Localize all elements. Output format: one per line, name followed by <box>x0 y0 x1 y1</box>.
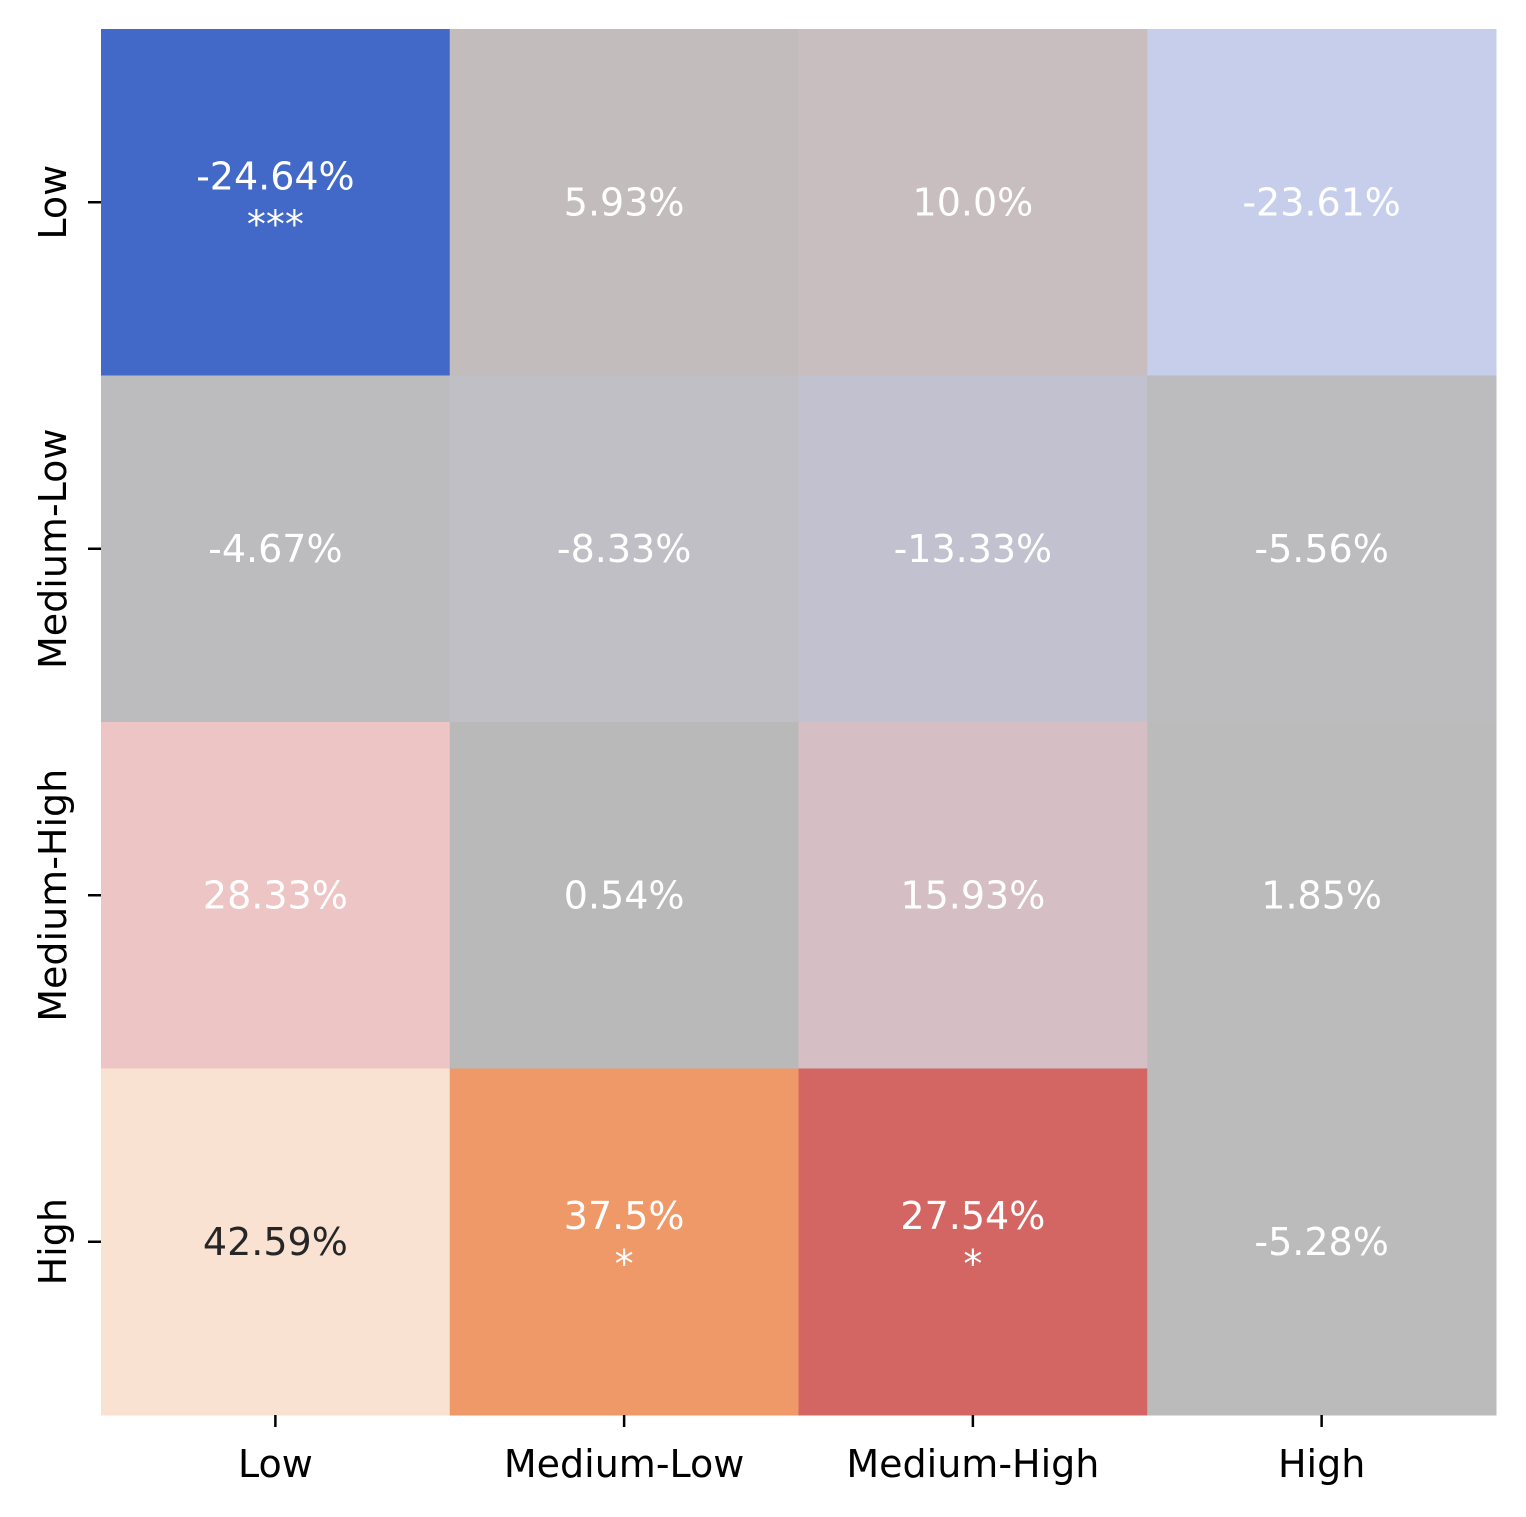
heatmap-cell <box>449 375 799 723</box>
heatmap-cell <box>101 29 451 376</box>
heatmap-cell <box>1147 722 1497 1069</box>
heatmap-cell <box>449 1068 799 1416</box>
cell-value-label: -13.33% <box>894 527 1053 571</box>
heatmap-cell <box>1147 375 1497 723</box>
heatmap-cell <box>101 722 451 1069</box>
significance-marker: * <box>963 1242 982 1286</box>
x-tick-label: High <box>1278 1442 1365 1486</box>
x-axis: Low Medium-Low Medium-High High <box>238 1415 1365 1486</box>
heatmap-cell <box>798 29 1148 376</box>
heatmap-cell <box>449 722 799 1069</box>
x-tick-label: Low <box>238 1442 313 1486</box>
cell-value-label: 42.59% <box>203 1220 348 1264</box>
cell-value-label: 27.54% <box>900 1194 1045 1238</box>
cell-value-label: -8.33% <box>557 527 691 571</box>
significance-marker: * <box>615 1242 634 1286</box>
y-tick-label: Medium-High <box>31 769 75 1022</box>
heatmap-cell <box>798 1068 1148 1416</box>
cell-value-label: 5.93% <box>564 180 685 224</box>
cell-value-label: 15.93% <box>900 873 1045 917</box>
heatmap-cell <box>798 375 1148 723</box>
heatmap-cell <box>798 722 1148 1069</box>
heatmap-cell <box>101 375 451 723</box>
significance-marker: *** <box>247 202 304 246</box>
heatmap-cell <box>101 1068 451 1416</box>
cell-value-label: 10.0% <box>913 180 1034 224</box>
cell-value-label: -5.28% <box>1254 1220 1388 1264</box>
cell-value-label: 37.5% <box>564 1194 685 1238</box>
cell-value-label: -23.61% <box>1242 180 1401 224</box>
y-axis: Low Medium-Low Medium-High High <box>31 165 101 1285</box>
x-tick-label: Medium-High <box>846 1442 1099 1486</box>
y-tick-label: High <box>31 1198 75 1285</box>
cell-value-label: -24.64% <box>196 154 355 198</box>
heatmap-cell <box>1147 1068 1497 1416</box>
cell-value-label: -5.56% <box>1254 527 1388 571</box>
heatmap-cells: -24.64%*** 5.93% 10.0% -23.61% -4.67% -8.33% -… <box>101 29 1497 1416</box>
y-tick-label: Medium-Low <box>31 429 75 670</box>
cell-value-label: -4.67% <box>208 527 342 571</box>
heatmap-cell <box>1147 29 1497 376</box>
cell-value-label: 28.33% <box>203 873 348 917</box>
cell-value-label: 0.54% <box>564 873 685 917</box>
y-tick-label: Low <box>31 165 75 240</box>
x-tick-label: Medium-Low <box>504 1442 745 1486</box>
heatmap-cell <box>449 29 799 376</box>
cell-value-label: 1.85% <box>1261 873 1382 917</box>
